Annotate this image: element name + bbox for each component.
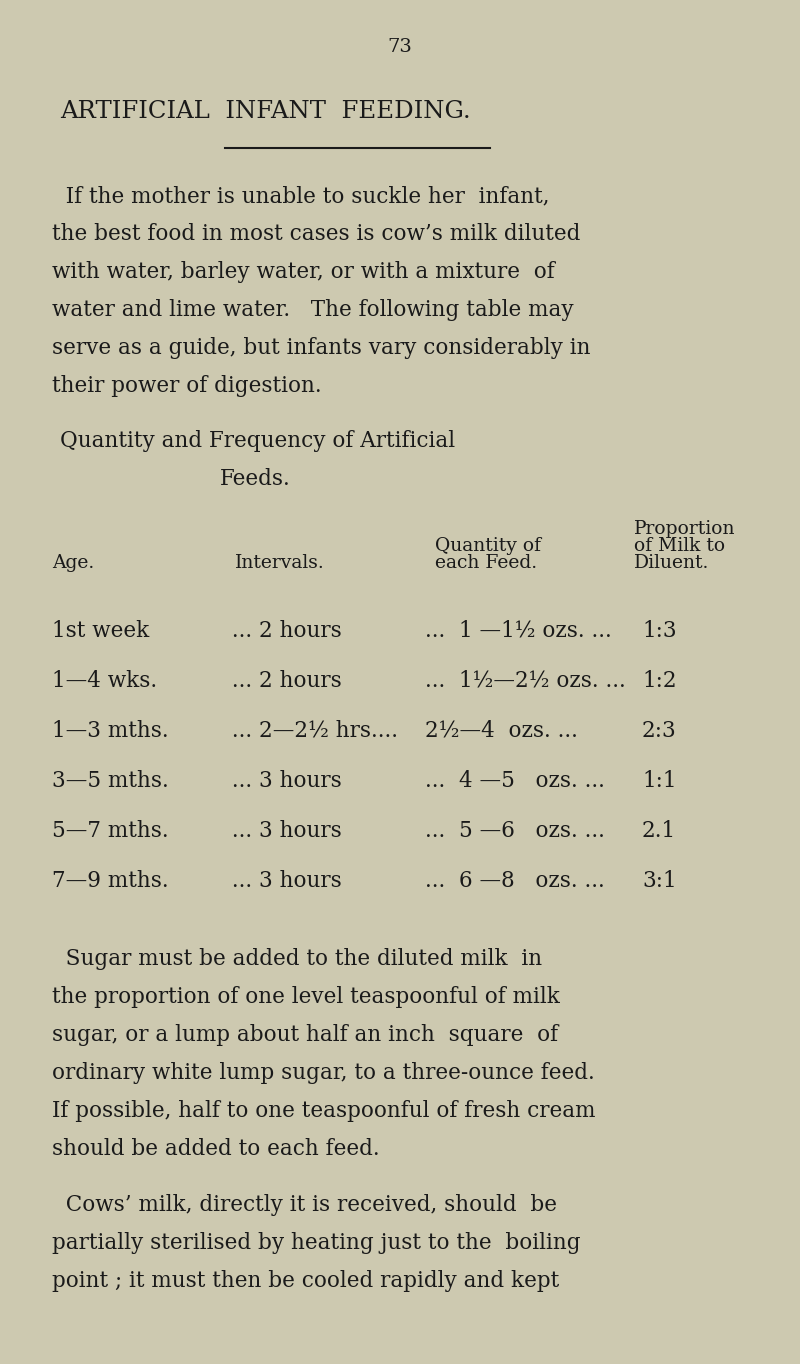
Text: Intervals.: Intervals. [235,554,325,572]
Text: 2½—4  ozs. ...: 2½—4 ozs. ... [425,720,578,742]
Text: ...  4 —5   ozs. ...: ... 4 —5 ozs. ... [425,771,605,792]
Text: the proportion of one level teaspoonful of milk: the proportion of one level teaspoonful … [52,986,560,1008]
Text: the best food in most cases is cow’s milk diluted: the best food in most cases is cow’s mil… [52,222,580,246]
Text: sugar, or a lump about half an inch  square  of: sugar, or a lump about half an inch squa… [52,1024,558,1046]
Text: Quantity and Frequency of Artificial: Quantity and Frequency of Artificial [60,430,455,451]
Text: ...  1½—2½ ozs. ...: ... 1½—2½ ozs. ... [425,670,626,692]
Text: 73: 73 [387,38,413,56]
Text: 1:2: 1:2 [642,670,677,692]
Text: 1:3: 1:3 [642,621,677,642]
Text: 3—5 mths.: 3—5 mths. [52,771,169,792]
Text: ARTIFICIAL  INFANT  FEEDING.: ARTIFICIAL INFANT FEEDING. [60,100,470,123]
Text: If the mother is unable to suckle her  infant,: If the mother is unable to suckle her in… [52,186,550,207]
Text: water and lime water.   The following table may: water and lime water. The following tabl… [52,299,574,321]
Text: partially sterilised by heating just to the  boiling: partially sterilised by heating just to … [52,1232,581,1254]
Text: point ; it must then be cooled rapidly and kept: point ; it must then be cooled rapidly a… [52,1270,559,1292]
Text: 3:1: 3:1 [642,870,677,892]
Text: 2:3: 2:3 [642,720,677,742]
Text: ordinary white lump sugar, to a three-ounce feed.: ordinary white lump sugar, to a three-ou… [52,1063,594,1084]
Text: ... 3 hours: ... 3 hours [225,820,342,842]
Text: 5—7 mths.: 5—7 mths. [52,820,169,842]
Text: ...  6 —8   ozs. ...: ... 6 —8 ozs. ... [425,870,605,892]
Text: ...  5 —6   ozs. ...: ... 5 —6 ozs. ... [425,820,605,842]
Text: Feeds.: Feeds. [220,468,290,490]
Text: 1:1: 1:1 [642,771,677,792]
Text: ... 3 hours: ... 3 hours [225,771,342,792]
Text: 2.1: 2.1 [642,820,676,842]
Text: their power of digestion.: their power of digestion. [52,375,322,397]
Text: each Feed.: each Feed. [435,554,537,572]
Text: 1—4 wks.: 1—4 wks. [52,670,157,692]
Text: of Milk to: of Milk to [634,537,725,555]
Text: ... 3 hours: ... 3 hours [225,870,342,892]
Text: ...  1 —1½ ozs. ...: ... 1 —1½ ozs. ... [425,621,612,642]
Text: ... 2 hours: ... 2 hours [225,621,342,642]
Text: Diluent.: Diluent. [634,554,710,572]
Text: ... 2 hours: ... 2 hours [225,670,342,692]
Text: 1st week: 1st week [52,621,150,642]
Text: Sugar must be added to the diluted milk  in: Sugar must be added to the diluted milk … [52,948,542,970]
Text: ... 2—2½ hrs....: ... 2—2½ hrs.... [225,720,398,742]
Text: should be added to each feed.: should be added to each feed. [52,1138,380,1159]
Text: Cows’ milk, directly it is received, should  be: Cows’ milk, directly it is received, sho… [52,1194,557,1215]
Text: serve as a guide, but infants vary considerably in: serve as a guide, but infants vary consi… [52,337,590,359]
Text: If possible, half to one teaspoonful of fresh cream: If possible, half to one teaspoonful of … [52,1099,595,1123]
Text: Quantity of: Quantity of [435,537,541,555]
Text: 7—9 mths.: 7—9 mths. [52,870,169,892]
Text: Proportion: Proportion [634,520,735,537]
Text: Age.: Age. [52,554,94,572]
Text: 1—3 mths.: 1—3 mths. [52,720,169,742]
Text: with water, barley water, or with a mixture  of: with water, barley water, or with a mixt… [52,261,554,282]
